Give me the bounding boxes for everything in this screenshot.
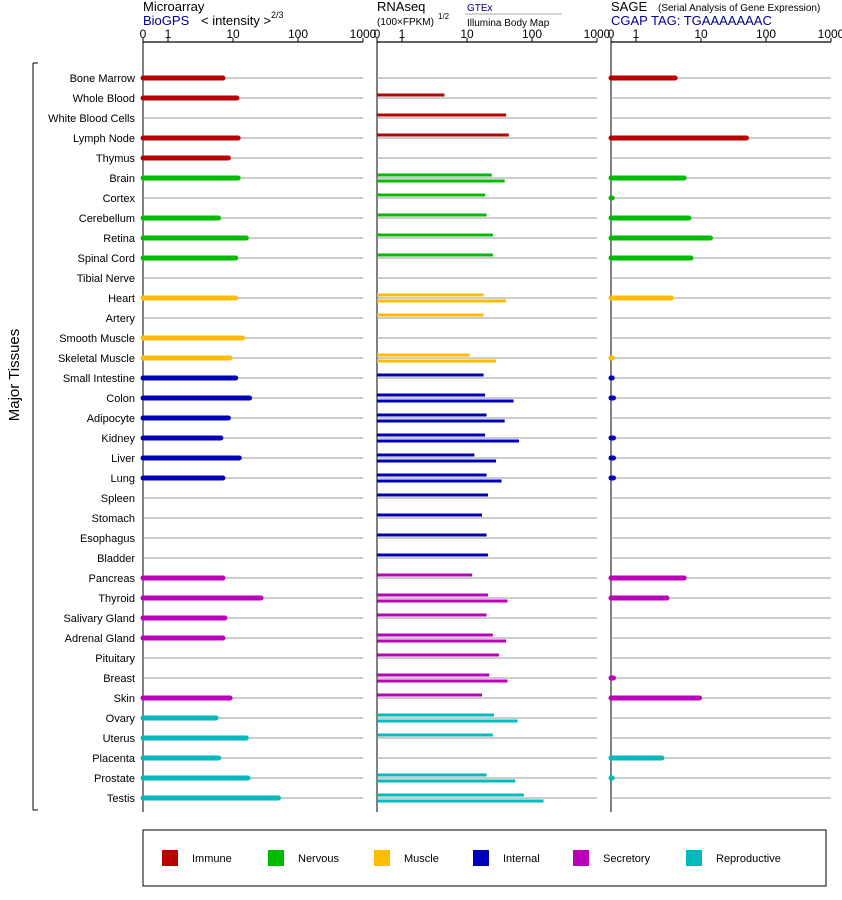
tissue-label-retina: Retina: [103, 233, 136, 245]
tissue-label-skin: Skin: [114, 693, 135, 705]
tissue-label-placenta: Placenta: [92, 753, 136, 765]
tissue-label-cortex: Cortex: [103, 193, 136, 205]
tissue-label-spleen: Spleen: [101, 493, 135, 505]
tissue-label-small-intestine: Small Intestine: [63, 373, 135, 385]
legend-swatch-nervous: [268, 850, 284, 866]
tissue-label-esophagus: Esophagus: [80, 533, 136, 545]
microarray-subtitle: BioGPS: [143, 13, 190, 28]
legend-swatch-muscle: [374, 850, 390, 866]
sage-subtitle: CGAP TAG: TGAAAAAAAC: [611, 13, 772, 28]
tissue-label-thyroid: Thyroid: [98, 593, 135, 605]
panel-header-microarray: Microarray BioGPS < intensity > 2/3: [143, 0, 284, 28]
rnaseq-tick-label: 100: [522, 27, 542, 41]
sage-title: SAGE: [611, 0, 647, 14]
legend-swatch-immune: [162, 850, 178, 866]
legend-label-reproductive: Reproductive: [716, 853, 781, 865]
tissue-label-kidney: Kidney: [101, 433, 135, 445]
microarray-tick-label: 1000: [350, 27, 377, 41]
tissue-label-tibial-nerve: Tibial Nerve: [77, 273, 135, 285]
legend-label-secretory: Secretory: [603, 853, 651, 865]
tissue-label-lung: Lung: [111, 473, 135, 485]
tissue-label-spinal-cord: Spinal Cord: [78, 253, 135, 265]
rnaseq-tick-label: 1000: [584, 27, 611, 41]
tissue-label-bone-marrow: Bone Marrow: [70, 73, 135, 85]
tissue-label-ovary: Ovary: [106, 713, 136, 725]
microarray-tick-label: 0: [140, 27, 147, 41]
tissue-label-stomach: Stomach: [92, 513, 135, 525]
rnaseq-tick-label: 10: [460, 27, 474, 41]
microarray-tick-label: 100: [288, 27, 308, 41]
legend-label-immune: Immune: [192, 853, 232, 865]
tissue-label-whole-blood: Whole Blood: [73, 93, 135, 105]
legend: Immune Nervous Muscle Internal Secretory Repr…: [162, 850, 781, 866]
panel-header-rnaseq: RNAseq (100×FPKM) 1/2 GTEx Illumina Body…: [377, 0, 562, 29]
tissue-label-breast: Breast: [103, 673, 135, 685]
sage-tick-label: 100: [756, 27, 776, 41]
tissue-label-liver: Liver: [111, 453, 135, 465]
tissue-label-thymus: Thymus: [96, 153, 136, 165]
tissue-label-adipocyte: Adipocyte: [87, 413, 135, 425]
panel-header-sage: SAGE (Serial Analysis of Gene Expression…: [611, 0, 820, 28]
rnaseq-scale-exponent: 1/2: [438, 12, 450, 21]
microarray-tick-label: 10: [226, 27, 240, 41]
tissue-label-pituitary: Pituitary: [95, 653, 135, 665]
legend-label-nervous: Nervous: [298, 853, 339, 865]
tissue-label-heart: Heart: [108, 293, 135, 305]
rnaseq-source-sub: Illumina Body Map: [467, 18, 550, 29]
legend-label-muscle: Muscle: [404, 853, 439, 865]
tissue-label-cerebellum: Cerebellum: [79, 213, 135, 225]
rnaseq-source: GTEx: [467, 3, 493, 14]
legend-label-internal: Internal: [503, 853, 540, 865]
tissue-label-white-blood-cells: White Blood Cells: [48, 113, 135, 125]
sage-subtitle-note: (Serial Analysis of Gene Expression): [658, 3, 820, 14]
tissue-label-lymph-node: Lymph Node: [73, 133, 135, 145]
tissue-label-skeletal-muscle: Skeletal Muscle: [58, 353, 135, 365]
tissue-label-uterus: Uterus: [103, 733, 136, 745]
microarray-tick-label: 1: [165, 27, 172, 41]
tissue-label-smooth-muscle: Smooth Muscle: [59, 333, 135, 345]
sage-tick-label: 1: [633, 27, 640, 41]
microarray-scale-exponent: 2/3: [271, 10, 284, 20]
microarray-scale-note: < intensity >: [201, 13, 271, 28]
rnaseq-tick-label: 0: [374, 27, 381, 41]
tissue-label-prostate: Prostate: [94, 773, 135, 785]
tissue-label-colon: Colon: [106, 393, 135, 405]
tissue-label-pancreas: Pancreas: [89, 573, 136, 585]
tissue-label-brain: Brain: [109, 173, 135, 185]
rnaseq-scale-note: (100×FPKM): [377, 17, 434, 28]
tissue-label-artery: Artery: [106, 313, 136, 325]
legend-swatch-internal: [473, 850, 489, 866]
sage-tick-label: 1000: [818, 27, 842, 41]
tissue-label-bladder: Bladder: [97, 553, 135, 565]
rnaseq-title: RNAseq: [377, 0, 425, 14]
tissue-label-testis: Testis: [107, 793, 136, 805]
legend-swatch-secretory: [573, 850, 589, 866]
microarray-title: Microarray: [143, 0, 205, 14]
sage-tick-label: 0: [608, 27, 615, 41]
tissue-label-adrenal-gland: Adrenal Gland: [65, 633, 135, 645]
sage-tick-label: 10: [694, 27, 708, 41]
legend-swatch-reproductive: [686, 850, 702, 866]
tissue-label-salivary-gland: Salivary Gland: [63, 613, 135, 625]
side-label: Major Tissues: [6, 329, 23, 422]
rnaseq-tick-label: 1: [399, 27, 406, 41]
side-bracket: [32, 62, 38, 811]
